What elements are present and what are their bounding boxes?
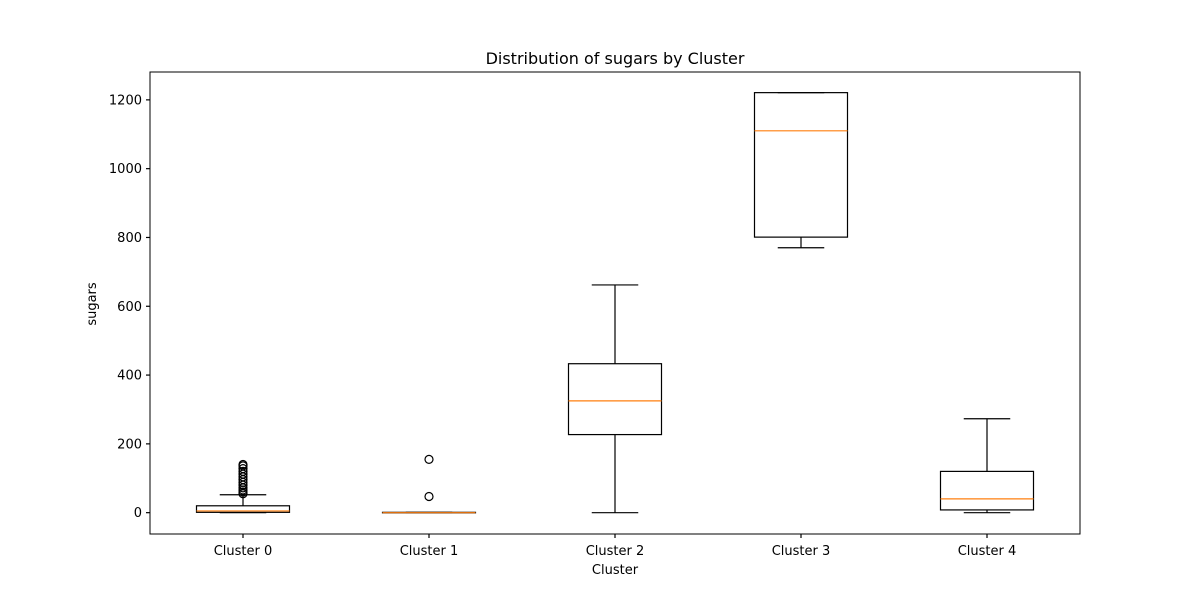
plot-area: 0 200 400 600 800 1000 1200 Cluster 0 Cluster 1 C… — [109, 71, 1081, 559]
y-tick-label: 1000 — [109, 162, 142, 177]
x-tick-label: Cluster 0 — [214, 544, 273, 559]
iqr-box — [939, 470, 1035, 511]
outlier-point — [238, 464, 248, 474]
outlier-point — [238, 466, 248, 476]
outlier-point — [424, 491, 434, 502]
y-tick-label: 0 — [134, 506, 142, 521]
x-tick-label: Cluster 2 — [586, 544, 645, 559]
x-tick-label: Cluster 3 — [772, 544, 831, 559]
x-axis-label: Cluster — [592, 563, 639, 578]
chart-title: Distribution of sugars by Cluster — [486, 49, 745, 68]
iqr-box — [195, 505, 291, 513]
y-tick-label: 800 — [117, 231, 142, 246]
y-tick-label: 400 — [117, 369, 142, 384]
y-tick-label: 1200 — [109, 93, 142, 108]
outlier-point — [424, 454, 434, 464]
iqr-box — [567, 363, 663, 436]
y-tick-label: 600 — [117, 300, 142, 315]
x-tick-label: Cluster 1 — [400, 544, 459, 559]
y-axis-label: sugars — [85, 282, 100, 326]
y-tick-label: 200 — [117, 437, 142, 452]
x-tick-label: Cluster 4 — [958, 544, 1017, 559]
outlier-point — [238, 459, 248, 470]
iqr-box — [753, 92, 849, 238]
